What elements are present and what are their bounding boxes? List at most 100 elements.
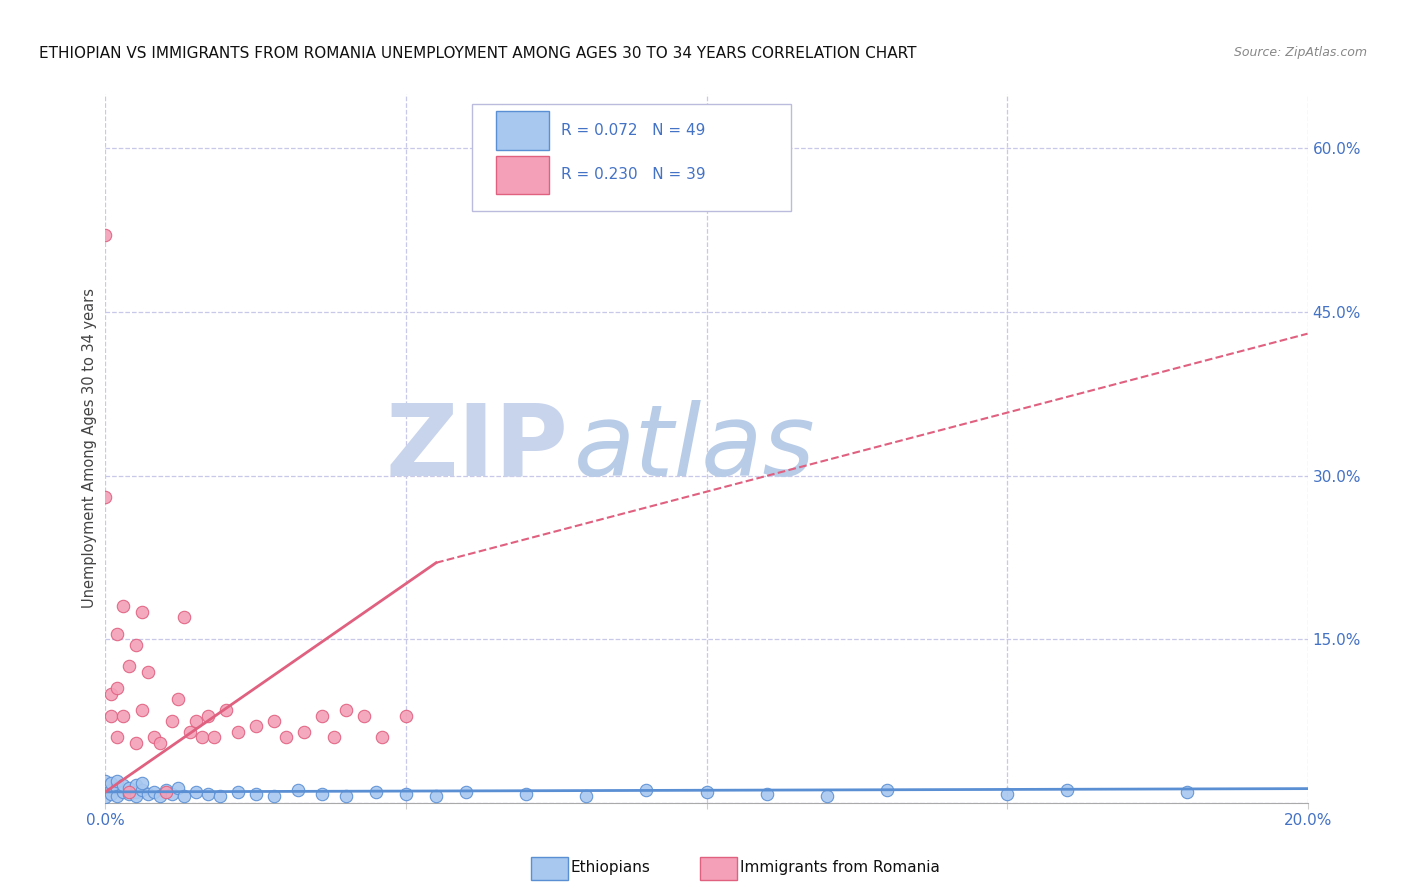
Point [454, 785, 477, 799]
Point [173, 610, 195, 624]
FancyBboxPatch shape [496, 112, 548, 150]
Point [335, 789, 357, 804]
Text: ZIP: ZIP [385, 400, 568, 497]
Point [335, 703, 357, 717]
Point [160, 787, 183, 801]
Point [515, 787, 537, 801]
Point [118, 785, 141, 799]
Text: Ethiopians: Ethiopians [571, 860, 651, 874]
Point [94, 780, 117, 794]
Point [292, 724, 315, 739]
Point [94, 790, 117, 805]
Text: R = 0.230   N = 39: R = 0.230 N = 39 [561, 168, 706, 182]
Point [107, 681, 129, 696]
Point [118, 659, 141, 673]
Point [94, 228, 117, 243]
Text: ETHIOPIAN VS IMMIGRANTS FROM ROMANIA UNEMPLOYMENT AMONG AGES 30 TO 34 YEARS CORR: ETHIOPIAN VS IMMIGRANTS FROM ROMANIA UNE… [39, 46, 917, 62]
Point [173, 789, 195, 804]
Point [287, 782, 309, 797]
Point [107, 731, 129, 745]
Point [131, 776, 153, 790]
Point [94, 491, 117, 505]
Point [263, 714, 285, 728]
Point [197, 787, 219, 801]
Point [425, 789, 447, 804]
Point [112, 785, 135, 799]
Point [118, 787, 141, 801]
Point [696, 785, 718, 799]
Point [184, 785, 207, 799]
Point [1175, 785, 1198, 799]
Point [226, 785, 249, 799]
Text: Source: ZipAtlas.com: Source: ZipAtlas.com [1233, 46, 1367, 60]
Point [1056, 782, 1078, 797]
Point [136, 665, 159, 679]
Point [107, 774, 129, 789]
Text: R = 0.072   N = 49: R = 0.072 N = 49 [561, 123, 706, 138]
Point [94, 785, 117, 799]
Point [100, 687, 122, 701]
Point [166, 692, 188, 706]
Point [124, 778, 146, 792]
Point [311, 787, 333, 801]
Point [142, 731, 165, 745]
Point [118, 780, 141, 795]
Point [995, 787, 1018, 801]
Point [107, 780, 129, 795]
Point [226, 724, 249, 739]
Point [124, 785, 146, 799]
Point [245, 719, 267, 733]
Point [395, 708, 418, 723]
Point [815, 789, 838, 804]
Point [190, 731, 212, 745]
Point [575, 789, 598, 804]
Point [124, 789, 146, 804]
Point [274, 731, 297, 745]
FancyBboxPatch shape [496, 155, 548, 194]
Point [202, 731, 225, 745]
Point [184, 714, 207, 728]
Point [311, 708, 333, 723]
Point [142, 785, 165, 799]
Point [245, 787, 267, 801]
Point [636, 782, 658, 797]
Point [395, 787, 418, 801]
Point [112, 599, 135, 614]
Point [371, 731, 394, 745]
Point [100, 776, 122, 790]
Point [263, 789, 285, 804]
Point [107, 789, 129, 804]
Point [94, 774, 117, 789]
Point [100, 708, 122, 723]
Point [179, 724, 201, 739]
Point [124, 736, 146, 750]
FancyBboxPatch shape [472, 104, 790, 211]
Point [112, 708, 135, 723]
Point [148, 789, 170, 804]
Point [131, 703, 153, 717]
Text: atlas: atlas [574, 400, 815, 497]
Point [148, 736, 170, 750]
Point [353, 708, 375, 723]
Point [155, 782, 177, 797]
Point [166, 780, 188, 795]
Point [131, 605, 153, 619]
Point [160, 714, 183, 728]
Y-axis label: Unemployment Among Ages 30 to 34 years: Unemployment Among Ages 30 to 34 years [82, 288, 97, 608]
Point [208, 789, 231, 804]
Point [755, 787, 778, 801]
Text: Immigrants from Romania: Immigrants from Romania [740, 860, 939, 874]
Point [155, 785, 177, 799]
Point [214, 703, 236, 717]
Point [197, 708, 219, 723]
Point [136, 787, 159, 801]
Point [112, 778, 135, 792]
Point [107, 626, 129, 640]
Point [131, 782, 153, 797]
Point [322, 731, 344, 745]
Point [876, 782, 898, 797]
Point [364, 785, 387, 799]
Point [124, 638, 146, 652]
Point [100, 787, 122, 801]
Point [100, 782, 122, 797]
